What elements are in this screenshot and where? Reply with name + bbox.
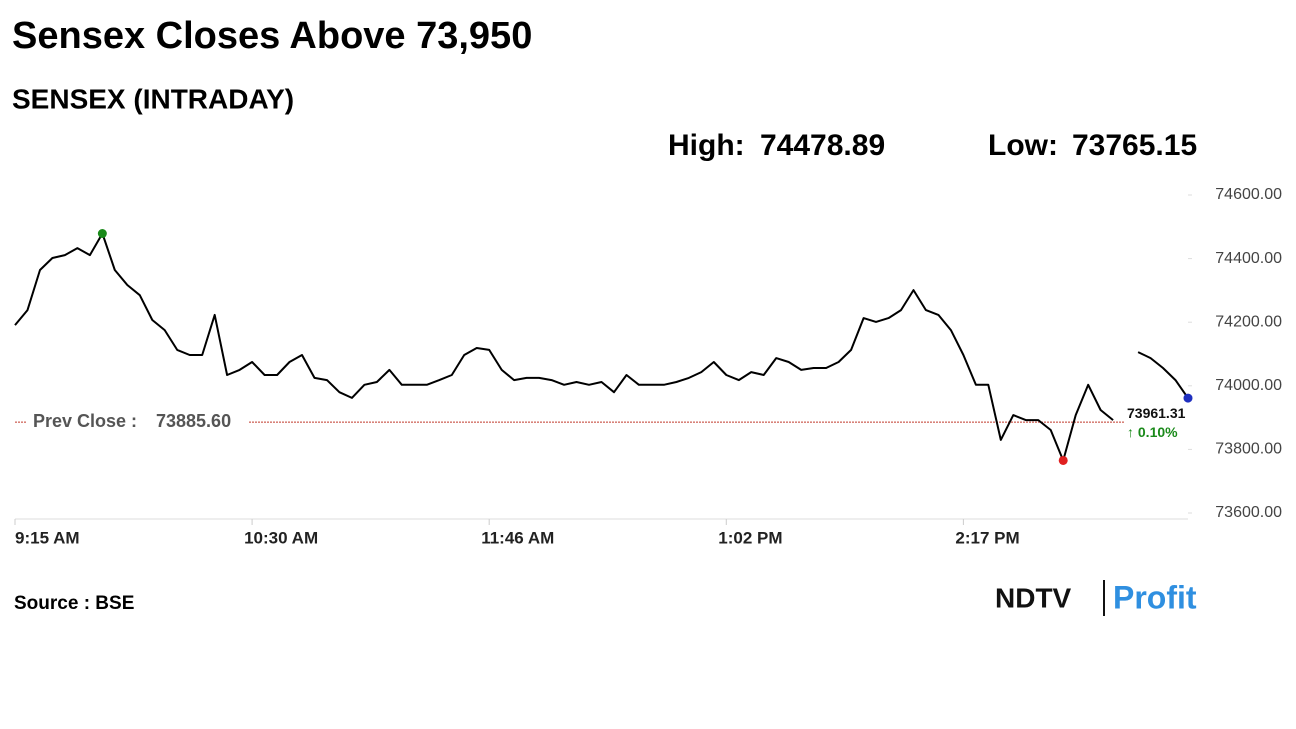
x-tick-label: 11:46 AM: [481, 528, 554, 547]
chart-subtitle: SENSEX (INTRADAY): [12, 83, 294, 114]
brand-ndtv: NDTV: [995, 582, 1072, 613]
chart-title: Sensex Closes Above 73,950: [12, 15, 532, 57]
y-tick-label: 73800.00: [1215, 441, 1282, 458]
x-tick-label: 1:02 PM: [718, 528, 782, 547]
source: Source : BSE: [14, 593, 134, 614]
last-label-bg: [1124, 403, 1196, 444]
x-tick-label: 2:17 PM: [955, 528, 1019, 547]
high-marker: [97, 229, 107, 239]
y-tick-label: 73600.00: [1215, 504, 1282, 521]
change-label: ↑ 0.10%: [1127, 424, 1178, 440]
low-label: Low:: [988, 129, 1058, 162]
high-value: 74478.89: [760, 129, 885, 162]
price-line: [1137, 351, 1189, 399]
y-tick-label: 74000.00: [1215, 377, 1282, 394]
y-tick-label: 74600.00: [1215, 186, 1282, 203]
last-value: 73961.31: [1127, 405, 1186, 421]
x-tick-label: 9:15 AM: [15, 528, 80, 547]
prev-close-bg: [26, 410, 248, 435]
y-tick-label: 74400.00: [1215, 250, 1282, 267]
last-marker: [1183, 393, 1193, 403]
brand-profit: Profit: [1113, 579, 1197, 615]
low-value: 73765.15: [1072, 129, 1197, 162]
x-tick-label: 10:30 AM: [244, 528, 318, 547]
low-marker: [1058, 455, 1068, 465]
y-tick-label: 74200.00: [1215, 313, 1282, 330]
prev-close-value: 73885.60: [156, 411, 231, 431]
prev-close-label: Prev Close :: [33, 411, 137, 431]
price-line: [14, 232, 1114, 462]
high-label: High:: [668, 129, 745, 162]
